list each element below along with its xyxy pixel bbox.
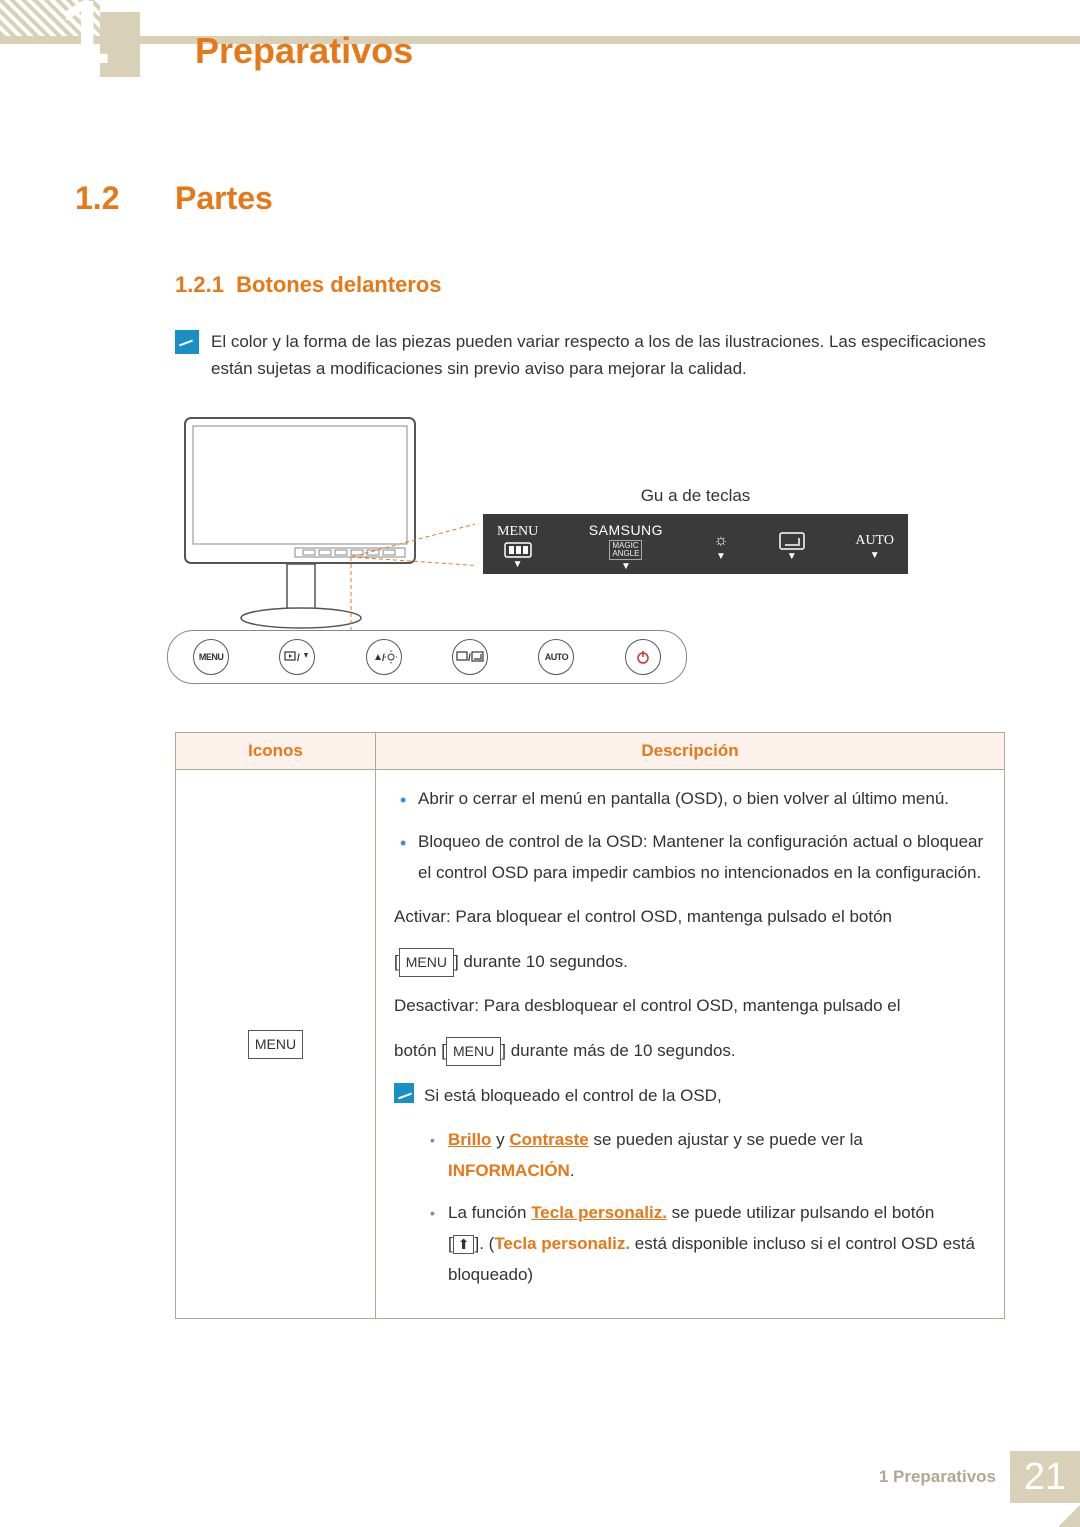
guide-brightness-icon: ☼ ▼ bbox=[714, 532, 729, 550]
cell-icon-menu: MENU bbox=[176, 770, 376, 1319]
chapter-number-shadow: 1 bbox=[60, 0, 110, 85]
button-auto: AUTO bbox=[538, 639, 574, 675]
page-number: 21 bbox=[1010, 1451, 1080, 1503]
button-source-enter: / bbox=[452, 639, 488, 675]
svg-text:/: / bbox=[297, 653, 300, 664]
button-menu: MENU bbox=[193, 639, 229, 675]
subsection-number: 1.2.1 bbox=[175, 272, 224, 297]
footer-text: 1 Preparativos bbox=[879, 1467, 996, 1487]
subsection-title: Botones delanteros bbox=[236, 272, 441, 297]
note-icon-small bbox=[394, 1083, 414, 1103]
th-icons: Iconos bbox=[176, 733, 376, 770]
menu-inline-2: MENU bbox=[446, 1037, 501, 1066]
desc-bullet-1: Abrir o cerrar el menú en pantalla (OSD)… bbox=[394, 784, 986, 815]
guide-auto: AUTO ▼ bbox=[855, 533, 894, 549]
desc-deactivate: Desactivar: Para desbloquear el control … bbox=[394, 991, 986, 1022]
sub-bullet-1: Brillo y Contraste se pueden ajustar y s… bbox=[424, 1125, 986, 1186]
cell-desc-menu: Abrir o cerrar el menú en pantalla (OSD)… bbox=[376, 770, 1005, 1319]
note-block: El color y la forma de las piezas pueden… bbox=[175, 328, 1005, 382]
guide-brand: SAMSUNG MAGIC ANGLE ▼ bbox=[589, 522, 663, 560]
front-buttons-row: MENU / / / AUTO bbox=[167, 630, 687, 684]
footer-corner bbox=[1058, 1505, 1080, 1527]
monitor-illustration bbox=[175, 412, 475, 632]
magic-angle-label: MAGIC ANGLE bbox=[609, 540, 642, 560]
button-power bbox=[625, 639, 661, 675]
footer: 1 Preparativos 21 bbox=[879, 1451, 1080, 1503]
section-number: 1.2 bbox=[75, 180, 175, 217]
desc-activate: Activar: Para bloquear el control OSD, m… bbox=[394, 902, 986, 933]
desc-deactivate-2: botón [MENU] durante más de 10 segundos. bbox=[394, 1036, 986, 1067]
key-guide-label: Gu a de teclas bbox=[483, 486, 908, 506]
svg-text:/: / bbox=[382, 653, 385, 664]
section-title: Partes bbox=[175, 180, 273, 216]
th-desc: Descripción bbox=[376, 733, 1005, 770]
desc-bullet-2: Bloqueo de control de la OSD: Mantener l… bbox=[394, 827, 986, 888]
guide-menu: MENU ▼ bbox=[497, 524, 538, 558]
note-text: El color y la forma de las piezas pueden… bbox=[211, 328, 1005, 382]
menu-inline-1: MENU bbox=[399, 948, 454, 977]
menu-button-label: MENU bbox=[248, 1030, 303, 1059]
description-table: Iconos Descripción MENU Abrir o cerrar e… bbox=[175, 732, 1005, 1319]
chapter-title: Preparativos bbox=[195, 30, 413, 72]
guide-source-icon: ▼ bbox=[779, 532, 805, 550]
section-heading: 1.2Partes bbox=[75, 180, 1005, 217]
chapter-tab: 1 bbox=[100, 12, 140, 77]
button-down-custom: / bbox=[279, 639, 315, 675]
uparrow-icon: ⬆ bbox=[453, 1235, 475, 1254]
sub-bullet-2: La función Tecla personaliz. se puede ut… bbox=[424, 1198, 986, 1290]
sub-note-intro: Si está bloqueado el control de la OSD, bbox=[424, 1081, 986, 1112]
key-guide-bar: MENU ▼ SAMSUNG MAGIC ANGLE ▼ ☼ ▼ bbox=[483, 514, 908, 574]
subsection-heading: 1.2.1 Botones delanteros bbox=[175, 272, 1005, 298]
svg-text:/: / bbox=[468, 653, 471, 664]
desc-activate-2: [MENU] durante 10 segundos. bbox=[394, 947, 986, 978]
button-up-brightness: / bbox=[366, 639, 402, 675]
key-guide-panel: Gu a de teclas MENU ▼ SAMSUNG MAGIC ANGL… bbox=[483, 486, 908, 574]
diagram: Gu a de teclas MENU ▼ SAMSUNG MAGIC ANGL… bbox=[175, 412, 1005, 702]
note-icon bbox=[175, 330, 199, 354]
header-bar bbox=[0, 36, 1080, 44]
sub-note: Si está bloqueado el control de la OSD, … bbox=[394, 1081, 986, 1305]
